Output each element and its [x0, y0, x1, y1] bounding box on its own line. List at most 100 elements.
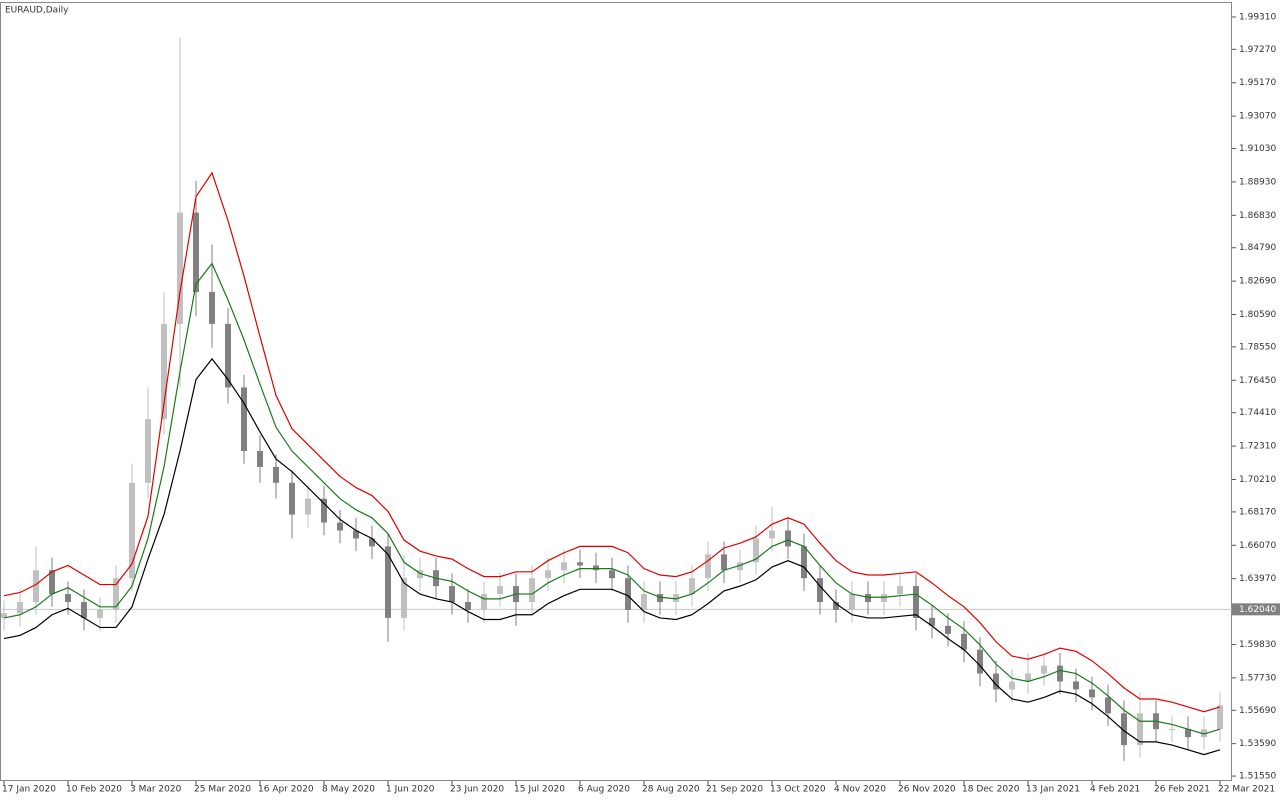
- candle-body: [769, 530, 775, 539]
- candle-body: [993, 673, 999, 690]
- y-tick-label: 1.82690: [1239, 277, 1276, 287]
- candle-body: [561, 562, 567, 571]
- candle-body: [1089, 689, 1095, 698]
- candle-body: [913, 586, 919, 618]
- candle-body: [17, 602, 23, 614]
- candle-body: [801, 546, 807, 579]
- x-tick-label: 1 Jun 2020: [386, 785, 435, 795]
- y-tick-label: 1.51550: [1239, 772, 1276, 782]
- y-tick-label: 1.91030: [1239, 144, 1276, 154]
- candle-body: [609, 570, 615, 579]
- candle-body: [417, 570, 423, 579]
- candle-body: [65, 594, 71, 603]
- x-tick-label: 6 Aug 2020: [578, 785, 630, 795]
- candle-body: [337, 522, 343, 531]
- candle-body: [113, 578, 119, 610]
- y-tick-label: 1.97270: [1239, 45, 1276, 55]
- candle-body: [833, 602, 839, 610]
- candle-body: [49, 570, 55, 595]
- y-tick-label: 1.76450: [1239, 376, 1276, 386]
- candle-body: [129, 482, 135, 579]
- x-tick-label: 26 Nov 2020: [898, 785, 956, 795]
- candle-body: [1057, 665, 1063, 682]
- y-tick-label: 1.66070: [1239, 541, 1276, 551]
- x-tick-label: 23 Jun 2020: [450, 785, 504, 795]
- x-tick-label: 13 Oct 2020: [770, 785, 826, 795]
- candle-body: [529, 578, 535, 603]
- candle-body: [977, 649, 983, 674]
- candle-body: [161, 323, 167, 420]
- candle-body: [321, 498, 327, 523]
- candle-body: [1041, 665, 1047, 674]
- candle-body: [721, 554, 727, 571]
- candle-body: [593, 565, 599, 571]
- y-tick-label: 1.63970: [1239, 574, 1276, 584]
- candle-body: [641, 594, 647, 610]
- y-tick-label: 1.70210: [1239, 475, 1276, 485]
- candle-body: [401, 578, 407, 618]
- candle-body: [1009, 681, 1015, 690]
- candle-body: [1169, 729, 1175, 731]
- candle-body: [145, 419, 151, 483]
- envelope-line: [3, 357, 1221, 756]
- candle-body: [465, 602, 471, 610]
- candle-body: [945, 625, 951, 634]
- candle-body: [1105, 697, 1111, 714]
- y-tick-label: 1.55690: [1239, 706, 1276, 716]
- y-tick-label: 1.68170: [1239, 507, 1276, 517]
- candle-body: [225, 323, 231, 388]
- candle-body: [929, 617, 935, 626]
- x-tick-label: 4 Nov 2020: [834, 785, 886, 795]
- plot-frame: [0, 2, 1232, 781]
- x-tick-label: 16 Apr 2020: [258, 785, 314, 795]
- y-tick-label: 1.53590: [1239, 739, 1276, 749]
- y-tick-label: 1.95170: [1239, 78, 1276, 88]
- y-tick-label: 1.59830: [1239, 640, 1276, 650]
- candle-body: [1, 613, 7, 618]
- y-tick-label: 1.84790: [1239, 243, 1276, 253]
- candle-body: [497, 586, 503, 595]
- envelope-line: [3, 262, 1221, 735]
- candle-body: [209, 292, 215, 324]
- x-tick-label: 22 Mar 2021: [1218, 785, 1275, 795]
- x-tick-label: 3 Mar 2020: [130, 785, 182, 795]
- candle-body: [1073, 681, 1079, 690]
- candle-body: [385, 546, 391, 618]
- x-tick-label: 4 Feb 2021: [1090, 785, 1140, 795]
- y-tick-label: 1.80590: [1239, 310, 1276, 320]
- candle-body: [353, 530, 359, 539]
- x-tick-label: 10 Feb 2020: [66, 785, 122, 795]
- y-tick-label: 1.93070: [1239, 112, 1276, 122]
- candle-body: [177, 212, 183, 324]
- candle-body: [961, 633, 967, 650]
- candle-body: [193, 212, 199, 293]
- x-tick-label: 13 Jan 2021: [1026, 785, 1080, 795]
- candle-body: [897, 586, 903, 595]
- candle-body: [33, 570, 39, 603]
- candle-body: [481, 594, 487, 610]
- candle-body: [241, 387, 247, 452]
- candle-body: [753, 538, 759, 563]
- last-price-label: 1.62040: [1239, 605, 1276, 615]
- envelope-line: [3, 171, 1221, 713]
- x-tick-label: 17 Jan 2020: [2, 785, 56, 795]
- candle-body: [1025, 673, 1031, 682]
- candle-body: [817, 578, 823, 603]
- chart-title: EURAUD,Daily: [5, 6, 69, 16]
- candle-body: [1217, 705, 1223, 730]
- candle-body: [449, 586, 455, 603]
- x-tick-label: 28 Aug 2020: [642, 785, 700, 795]
- candle-body: [273, 466, 279, 483]
- candle-body: [737, 562, 743, 571]
- candle-body: [545, 570, 551, 579]
- candle-body: [849, 594, 855, 610]
- x-tick-label: 26 Feb 2021: [1154, 785, 1210, 795]
- x-tick-label: 21 Sep 2020: [706, 785, 763, 795]
- candle-body: [689, 578, 695, 595]
- candle-body: [1185, 729, 1191, 738]
- candle-body: [865, 594, 871, 603]
- x-tick-label: 25 Mar 2020: [194, 785, 251, 795]
- y-tick-label: 1.86830: [1239, 211, 1276, 221]
- y-tick-label: 1.88930: [1239, 177, 1276, 187]
